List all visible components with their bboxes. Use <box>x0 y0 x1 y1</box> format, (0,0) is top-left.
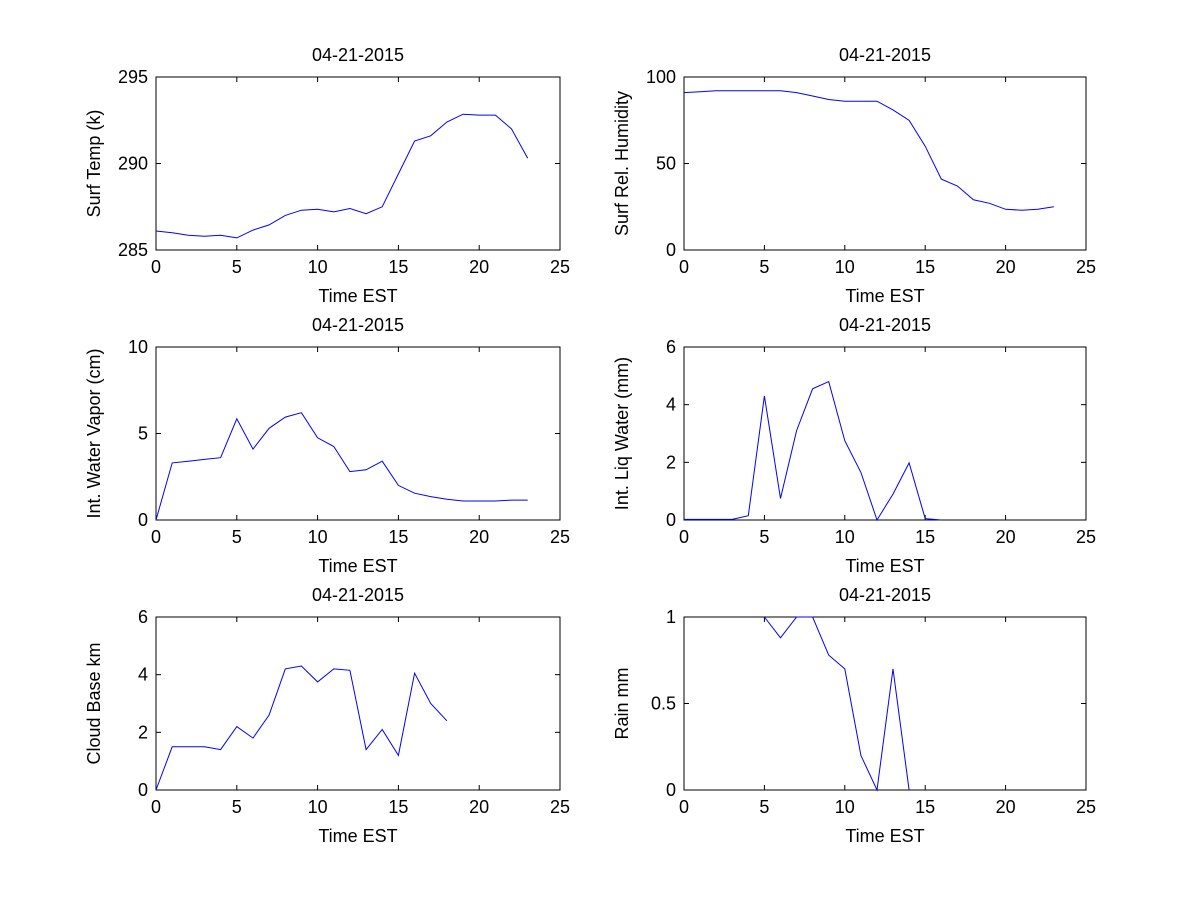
chart-title: 04-21-2015 <box>312 45 404 65</box>
subplot-2: 0 5 10 15 20 25 0 50 100 04-21-2015 Time EST Surf R… <box>612 45 1096 306</box>
x-tick-label: 15 <box>915 257 935 277</box>
y-tick-label: 0 <box>666 510 676 530</box>
series-line <box>683 90 1054 211</box>
x-axis-label: Time EST <box>318 826 397 846</box>
x-tick-label: 20 <box>469 257 489 277</box>
x-tick-label: 5 <box>232 797 242 817</box>
y-tick-label: 50 <box>656 154 676 174</box>
plot-area-frame <box>683 346 1087 521</box>
x-axis-label: Time EST <box>845 286 924 306</box>
plot-area-frame <box>155 616 561 791</box>
x-tick-label: 10 <box>308 797 328 817</box>
x-tick-label: 0 <box>151 527 161 547</box>
x-tick-label: 15 <box>388 257 408 277</box>
x-tick-label: 0 <box>679 257 689 277</box>
plot-area-frame <box>155 346 561 521</box>
x-tick-label: 20 <box>996 797 1016 817</box>
x-tick-label: 0 <box>151 257 161 277</box>
y-tick-label: 0 <box>666 240 676 260</box>
subplot-1: 0 5 10 15 20 25 285 290 295 04-21-2015 Time EST Sur… <box>84 45 570 306</box>
x-tick-label: 25 <box>550 527 570 547</box>
x-axis-label: Time EST <box>318 556 397 576</box>
x-tick-label: 0 <box>679 797 689 817</box>
y-axis-label: Int. Water Vapor (cm) <box>84 348 104 518</box>
y-tick-label: 0.5 <box>651 694 676 714</box>
x-tick-label: 10 <box>835 797 855 817</box>
x-tick-label: 25 <box>1076 797 1096 817</box>
chart-title: 04-21-2015 <box>839 585 931 605</box>
y-tick-label: 0 <box>666 780 676 800</box>
plot-area-frame <box>683 76 1087 251</box>
plot-area-frame <box>155 76 561 251</box>
y-axis-label: Rain mm <box>612 667 632 739</box>
y-tick-label: 290 <box>118 154 148 174</box>
x-tick-label: 0 <box>679 527 689 547</box>
subplot-3: 0 5 10 15 20 25 0 5 10 04-21-2015 Time EST Int. Wat… <box>84 315 570 576</box>
subplot-6: 0 5 10 15 20 25 0 0.5 1 04-21-2015 Time EST Rain mm <box>612 585 1096 846</box>
x-tick-label: 15 <box>915 797 935 817</box>
x-tick-label: 15 <box>388 527 408 547</box>
series-line <box>764 616 910 792</box>
x-tick-label: 10 <box>835 527 855 547</box>
chart-title: 04-21-2015 <box>839 315 931 335</box>
series-line <box>155 412 528 521</box>
y-tick-label: 2 <box>138 722 148 742</box>
x-tick-label: 10 <box>308 527 328 547</box>
y-tick-label: 4 <box>138 665 148 685</box>
y-tick-label: 285 <box>118 240 148 260</box>
series-line <box>155 665 448 791</box>
x-tick-label: 5 <box>759 527 769 547</box>
y-tick-label: 1 <box>666 607 676 627</box>
subplot-4: 0 5 10 15 20 25 0 2 4 6 04-21-2015 Time EST Int. Liq… <box>612 315 1096 576</box>
x-tick-label: 15 <box>915 527 935 547</box>
subplot-5: 0 5 10 15 20 25 0 2 4 6 04-21-2015 Time EST Cloud Ba… <box>84 585 570 846</box>
y-tick-label: 5 <box>138 424 148 444</box>
x-tick-label: 10 <box>308 257 328 277</box>
y-tick-label: 0 <box>138 510 148 530</box>
x-tick-label: 25 <box>1076 257 1096 277</box>
y-tick-label: 0 <box>138 780 148 800</box>
x-tick-label: 25 <box>550 257 570 277</box>
y-axis-label: Surf Temp (k) <box>84 110 104 218</box>
x-axis-label: Time EST <box>318 286 397 306</box>
chart-title: 04-21-2015 <box>312 585 404 605</box>
y-axis-label: Cloud Base km <box>84 642 104 764</box>
x-tick-label: 5 <box>759 257 769 277</box>
x-tick-label: 25 <box>550 797 570 817</box>
x-tick-label: 20 <box>469 527 489 547</box>
y-tick-label: 4 <box>666 395 676 415</box>
y-tick-label: 6 <box>138 607 148 627</box>
x-tick-label: 0 <box>151 797 161 817</box>
y-axis-label: Surf Rel. Humidity <box>612 91 632 236</box>
chart-title: 04-21-2015 <box>312 315 404 335</box>
x-axis-label: Time EST <box>845 826 924 846</box>
series-line <box>155 113 529 239</box>
x-tick-label: 5 <box>232 527 242 547</box>
y-tick-label: 6 <box>666 337 676 357</box>
chart-title: 04-21-2015 <box>839 45 931 65</box>
x-tick-label: 20 <box>996 257 1016 277</box>
y-axis-label: Int. Liq Water (mm) <box>612 357 632 510</box>
y-tick-label: 295 <box>118 67 148 87</box>
x-tick-label: 5 <box>232 257 242 277</box>
x-tick-label: 20 <box>469 797 489 817</box>
x-tick-label: 25 <box>1076 527 1096 547</box>
series-line <box>684 380 942 522</box>
x-tick-label: 20 <box>996 527 1016 547</box>
x-tick-label: 10 <box>835 257 855 277</box>
x-axis-label: Time EST <box>845 556 924 576</box>
x-tick-label: 5 <box>759 797 769 817</box>
plot-area-frame <box>683 616 1087 791</box>
x-tick-label: 15 <box>388 797 408 817</box>
y-tick-label: 100 <box>646 67 676 87</box>
y-tick-label: 2 <box>666 452 676 472</box>
y-tick-label: 10 <box>128 337 148 357</box>
